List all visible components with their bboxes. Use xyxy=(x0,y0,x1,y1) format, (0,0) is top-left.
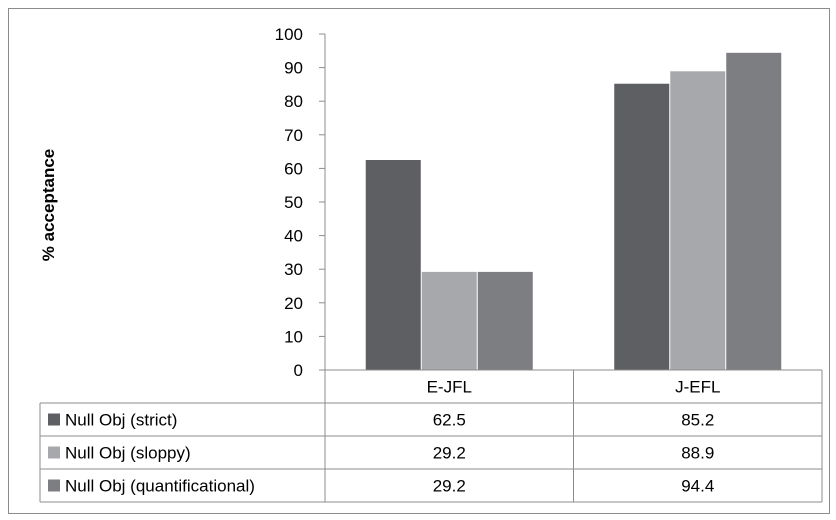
legend-swatch xyxy=(48,446,60,459)
x-category-label: E-JFL xyxy=(427,378,472,397)
y-tick-label: 40 xyxy=(284,227,303,246)
table-value: 62.5 xyxy=(433,411,466,430)
bar xyxy=(670,71,726,371)
bar xyxy=(614,83,670,370)
y-tick-label: 30 xyxy=(284,260,303,279)
legend-label: Null Obj (strict) xyxy=(65,411,177,430)
legend-label: Null Obj (sloppy) xyxy=(65,444,191,463)
table-value: 29.2 xyxy=(433,444,466,463)
legend-swatch xyxy=(48,413,60,426)
bar xyxy=(726,52,782,370)
legend-label: Null Obj (quantificational) xyxy=(65,477,255,496)
table-value: 94.4 xyxy=(681,477,714,496)
x-category-label: J-EFL xyxy=(675,378,720,397)
y-tick-label: 90 xyxy=(284,59,303,78)
y-tick-label: 50 xyxy=(284,193,303,212)
table-value: 85.2 xyxy=(681,411,714,430)
y-tick-label: 80 xyxy=(284,92,303,111)
data-table: E-JFL J-EFL Null Obj (strict) 62.5 85.2 Null … xyxy=(39,369,823,503)
legend-swatch xyxy=(48,479,60,492)
y-tick-label: 60 xyxy=(284,159,303,178)
y-tick-label: 10 xyxy=(284,327,303,346)
bar-layer xyxy=(365,52,782,371)
y-tick-label: 20 xyxy=(284,294,303,313)
bar xyxy=(477,271,533,370)
y-tick-label: 0 xyxy=(294,361,303,380)
table-value: 88.9 xyxy=(681,444,714,463)
axis-layer: 0 10 20 30 40 50 60 70 80 90 100 xyxy=(275,25,326,380)
bar xyxy=(421,271,477,370)
y-axis-label: % acceptance xyxy=(39,149,58,261)
y-tick-label: 100 xyxy=(275,25,303,44)
table-value: 29.2 xyxy=(433,477,466,496)
y-tick-label: 70 xyxy=(284,126,303,145)
bar xyxy=(365,160,421,370)
